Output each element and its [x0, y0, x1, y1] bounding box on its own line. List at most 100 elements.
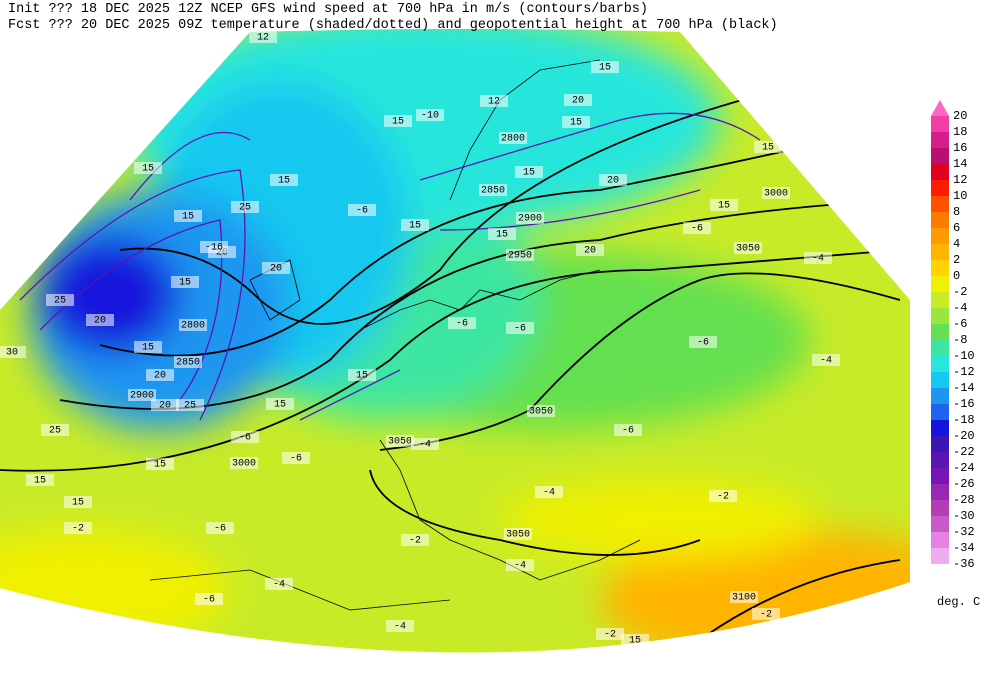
wind-label: 20	[584, 246, 596, 257]
wind-label: 15	[496, 230, 508, 241]
wind-label: 15	[409, 221, 421, 232]
wind-label: 12	[257, 33, 269, 44]
label-box	[576, 244, 604, 256]
label-box	[200, 241, 228, 253]
label-box	[504, 528, 532, 540]
colorbar-box	[931, 132, 949, 148]
wind-label: 15	[154, 460, 166, 471]
temperature-label: -6	[239, 433, 251, 444]
colorbar-box	[931, 340, 949, 356]
label-box	[282, 452, 310, 464]
wind-label: 20	[572, 96, 584, 107]
wind-label: 12	[488, 97, 500, 108]
height-label: 2800	[181, 321, 205, 332]
colorbar-label: -24	[953, 461, 975, 475]
label-box	[134, 341, 162, 353]
temperature-label: -4	[820, 356, 832, 367]
colorbar-box	[931, 116, 949, 132]
colorbar-label: 18	[953, 125, 967, 139]
wind-label: 20	[216, 248, 228, 259]
height-label: 3100	[732, 593, 756, 604]
height-label: 3050	[736, 244, 760, 255]
colorbar-label: -28	[953, 493, 975, 507]
label-box	[516, 212, 544, 224]
label-box	[195, 593, 223, 605]
colorbar-box	[931, 228, 949, 244]
wind-label: 20	[607, 176, 619, 187]
wind-label: 25	[49, 426, 61, 437]
header-line: Init ??? 18 DEC 2025 12Z NCEP GFS wind s…	[8, 2, 648, 17]
colorbar-box	[931, 164, 949, 180]
colorbar-label: 14	[953, 157, 967, 171]
label-box	[262, 262, 290, 274]
label-box	[348, 204, 376, 216]
label-box	[174, 356, 202, 368]
temperature-shading	[0, 29, 910, 653]
label-box	[0, 346, 26, 358]
label-box	[146, 369, 174, 381]
label-box	[146, 458, 174, 470]
colorbar-unit: deg. C	[937, 595, 980, 609]
colorbar-box	[931, 276, 949, 292]
wind-label: 15	[179, 278, 191, 289]
temperature-label: -6	[514, 324, 526, 335]
colorbar-label: -8	[953, 333, 967, 347]
wind-label: 15	[72, 498, 84, 509]
label-box	[128, 389, 156, 401]
temperature-label: -6	[214, 524, 226, 535]
colorbar-box	[931, 260, 949, 276]
label-box	[488, 228, 516, 240]
height-label: 2850	[481, 186, 505, 197]
label-box	[401, 219, 429, 231]
wind-label: 15	[629, 636, 641, 647]
label-box	[762, 187, 790, 199]
colorbar-box	[931, 404, 949, 420]
height-label: 2800	[501, 134, 525, 145]
label-box	[231, 431, 259, 443]
colorbar-label: -2	[953, 285, 967, 299]
colorbar-box	[931, 532, 949, 548]
wind-label: 20	[94, 316, 106, 327]
label-box	[562, 116, 590, 128]
wind-label: 25	[184, 401, 196, 412]
temperature-label: -4	[419, 440, 431, 451]
colorbar-label: -32	[953, 525, 975, 539]
label-box	[206, 522, 234, 534]
label-box	[591, 61, 619, 73]
colorbar-box	[931, 308, 949, 324]
label-box	[46, 294, 74, 306]
colorbar-box	[931, 372, 949, 388]
temperature-label: -4	[514, 561, 526, 572]
temperature-label: -4	[812, 254, 824, 265]
wind-label: 15	[274, 400, 286, 411]
height-label: 2850	[176, 358, 200, 369]
wind-label: 30	[6, 348, 18, 359]
colorbar-label: -12	[953, 365, 975, 379]
label-box	[134, 162, 162, 174]
label-box	[270, 174, 298, 186]
label-box	[41, 424, 69, 436]
wind-label: 20	[270, 264, 282, 275]
temperature-label: -4	[543, 488, 555, 499]
label-box	[401, 534, 429, 546]
label-box	[448, 317, 476, 329]
colorbar-label: -20	[953, 429, 975, 443]
label-box	[506, 249, 534, 261]
temperature-label: -6	[356, 206, 368, 217]
colorbar-box	[931, 468, 949, 484]
label-box	[265, 578, 293, 590]
label-box	[812, 354, 840, 366]
height-label: 2900	[130, 391, 154, 402]
header-line: Fcst ??? 20 DEC 2025 09Z temperature (sh…	[8, 18, 778, 33]
height-label: 3050	[506, 530, 530, 541]
colorbar-box	[931, 356, 949, 372]
wind-label: 15	[718, 201, 730, 212]
colorbar-label: 4	[953, 237, 960, 251]
height-label: 3000	[764, 189, 788, 200]
label-box	[614, 424, 642, 436]
temperature-label: -6	[456, 319, 468, 330]
colorbar-box	[931, 420, 949, 436]
colorbar-label: -36	[953, 557, 975, 571]
label-box	[527, 405, 555, 417]
